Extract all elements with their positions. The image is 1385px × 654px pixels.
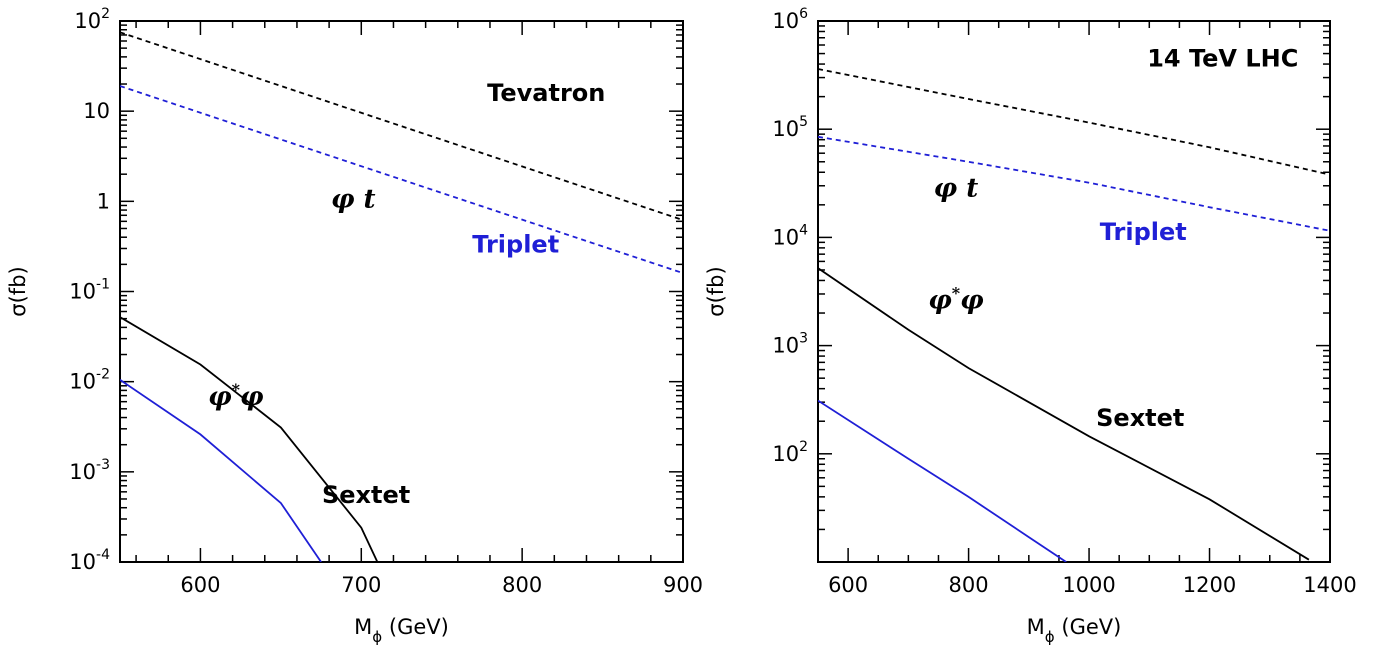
chart-left-series-line-1 — [120, 85, 683, 274]
chart-right-y-tick-label: 104 — [772, 222, 808, 249]
chart-left-x-tick-label: 900 — [663, 573, 703, 597]
chart-left-series-line-3 — [120, 379, 322, 562]
chart-left-series-line-2 — [120, 316, 379, 562]
chart-right-x-tick-label: 1400 — [1303, 573, 1356, 597]
chart-right-x-tick-label: 800 — [949, 573, 989, 597]
right-chart-panel: 600 800 1000 1200 1400 106 105 104 103 102 14 TeV … — [704, 6, 1357, 646]
chart-left-annotation-4: Sextet — [322, 481, 410, 509]
chart-left-y-tick-label: 10-4 — [69, 547, 110, 574]
chart-right-y-tick-label: 103 — [772, 331, 808, 358]
chart-left-x-tick-label: 600 — [180, 573, 220, 597]
chart-left-y-tick-label: 10-2 — [69, 367, 110, 394]
chart-left-annotation-3: φ*φ — [208, 380, 264, 412]
chart-right-series-line-1 — [818, 135, 1330, 232]
chart-right-y-tick-label: 102 — [772, 439, 808, 466]
chart-left-x-axis-title: Mϕ (GeV) — [354, 615, 449, 646]
chart-right-series-line-0 — [818, 68, 1330, 176]
chart-left-y-tick-label: 1 — [97, 189, 110, 213]
chart-left-y-tick-label: 102 — [74, 6, 110, 33]
chart-left-y-axis-title: σ(fb) — [6, 266, 30, 316]
left-chart-panel: 600 700 800 900 102 10 1 10-1 10-2 10-3 10-4 Tevatr… — [6, 6, 703, 646]
chart-right-annotation-2: Triplet — [1100, 218, 1187, 246]
chart-right-y-axis-title: σ(fb) — [704, 266, 728, 316]
chart-right-x-tick-label: 600 — [828, 573, 868, 597]
chart-left-x-tick-label: 700 — [341, 573, 381, 597]
chart-left-y-tick-label: 10-3 — [69, 457, 110, 484]
chart-right-series-line-3 — [818, 399, 1067, 562]
chart-right-x-axis-title: Mϕ (GeV) — [1027, 615, 1122, 646]
chart-right-y-tick-label: 106 — [772, 6, 808, 33]
chart-left-annotation-2: Triplet — [472, 231, 559, 259]
chart-left-annotation-1: φ t — [331, 185, 376, 215]
chart-left-annotation-0: Tevatron — [487, 79, 605, 107]
chart-right-x-tick-label: 1000 — [1062, 573, 1115, 597]
chart-right-y-tick-label: 105 — [772, 114, 808, 141]
chart-right-x-tick-label: 1200 — [1183, 573, 1236, 597]
chart-left-x-tick-label: 800 — [502, 573, 542, 597]
chart-right-annotation-0: 14 TeV LHC — [1147, 44, 1298, 72]
chart-right-annotation-1: φ t — [934, 173, 979, 203]
chart-left-series-line-0 — [120, 31, 683, 221]
chart-right-series-line-2 — [818, 267, 1310, 561]
chart-right-plot-frame — [817, 20, 1331, 563]
chart-right-annotation-3: φ*φ — [928, 284, 984, 316]
chart-left-y-tick-label: 10 — [83, 99, 110, 123]
chart-right-annotation-4: Sextet — [1096, 404, 1184, 432]
chart-left-y-tick-label: 10-1 — [69, 277, 110, 304]
